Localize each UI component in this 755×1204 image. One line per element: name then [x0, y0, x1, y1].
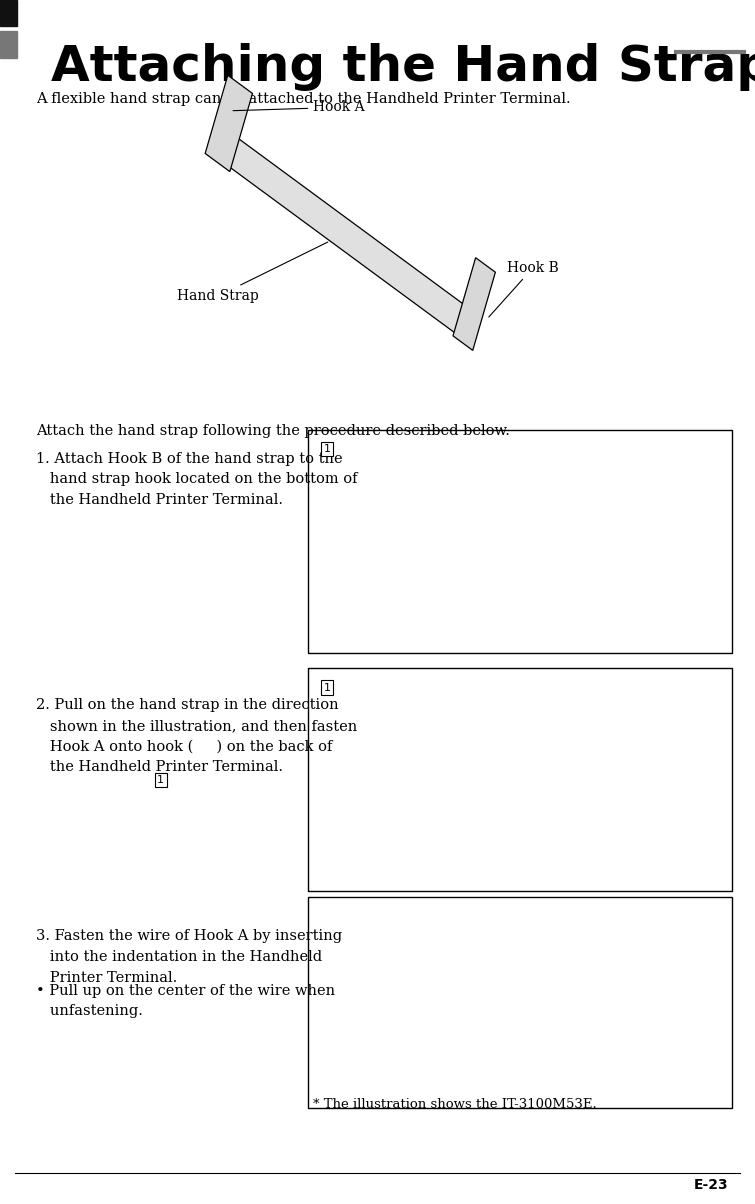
Text: A flexible hand strap can be attached to the Handheld Printer Terminal.: A flexible hand strap can be attached to…: [36, 92, 571, 106]
Text: • Pull up on the center of the wire when
   unfastening.: • Pull up on the center of the wire when…: [36, 984, 335, 1019]
Text: 1: 1: [323, 683, 331, 692]
Text: * The illustration shows the IT-3100M53E.: * The illustration shows the IT-3100M53E…: [313, 1098, 597, 1111]
Bar: [308, 430, 732, 653]
Polygon shape: [205, 76, 252, 172]
Text: 1: 1: [323, 444, 331, 454]
Text: Hook A: Hook A: [233, 100, 365, 114]
Text: 2. Pull on the hand strap in the direction
   shown in the illustration, and the: 2. Pull on the hand strap in the directi…: [36, 698, 357, 774]
Text: 3. Fasten the wire of Hook A by inserting
   into the indentation in the Handhel: 3. Fasten the wire of Hook A by insertin…: [36, 929, 342, 985]
Text: E-23: E-23: [694, 1178, 729, 1192]
Polygon shape: [453, 258, 495, 350]
Text: Attaching the Hand Strap: Attaching the Hand Strap: [51, 43, 755, 92]
Text: 1. Attach Hook B of the hand strap to the
   hand strap hook located on the bott: 1. Attach Hook B of the hand strap to th…: [36, 452, 358, 507]
Text: Hand Strap: Hand Strap: [177, 242, 328, 303]
Bar: [308, 668, 732, 891]
Text: 1: 1: [157, 775, 165, 785]
Text: Attach the hand strap following the procedure described below.: Attach the hand strap following the proc…: [36, 424, 510, 438]
Bar: [0, 0, 17, 26]
Bar: [0, 31, 17, 58]
Bar: [308, 897, 732, 1108]
Polygon shape: [218, 130, 473, 340]
Text: Hook B: Hook B: [488, 260, 559, 317]
